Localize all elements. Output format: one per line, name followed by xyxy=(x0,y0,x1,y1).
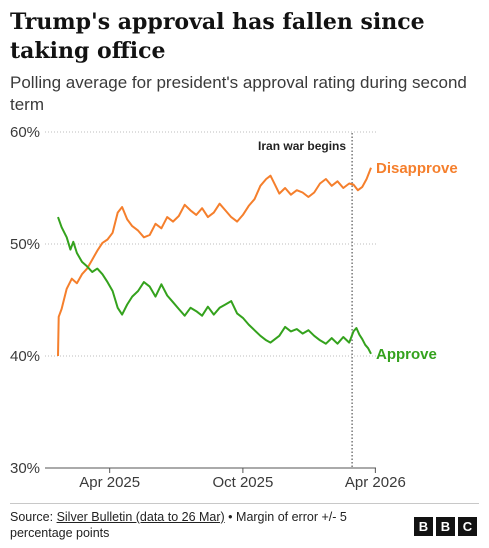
axis-layer: 30% 40% 50% 60% Apr 2025 Oct 2025 Apr 2026 xyxy=(10,124,406,491)
line-chart: Iran war begins 30% 40% 50% 60% Apr 2025 Oct … xyxy=(10,124,458,491)
y-tick-label: 40% xyxy=(10,348,40,365)
x-tick-label: Apr 2026 xyxy=(345,474,406,491)
y-tick-label: 30% xyxy=(10,460,40,477)
annotation-label: Iran war begins xyxy=(258,139,346,153)
annotation-layer: Iran war begins xyxy=(258,133,353,468)
bbc-logo-letter-1: B xyxy=(414,517,433,536)
footer-divider xyxy=(10,503,479,504)
x-tick-label: Apr 2025 xyxy=(79,474,140,491)
source-note-text: • Margin of error +/- 5 percentage point… xyxy=(10,510,347,540)
chart-subtitle: Polling average for president's approval… xyxy=(10,73,467,114)
bbc-logo-letter-2: B xyxy=(436,517,455,536)
series-labels: Disapprove Approve xyxy=(376,160,458,363)
series-line-disapprove xyxy=(57,167,372,357)
chart-title: Trump's approval has fallen since taking… xyxy=(10,9,425,64)
source-link[interactable]: Silver Bulletin (data to 26 Mar) xyxy=(56,510,225,524)
series-label-disapprove: Disapprove xyxy=(376,160,458,177)
y-tick-label: 50% xyxy=(10,236,40,253)
bbc-logo-letter-3: C xyxy=(458,517,477,536)
series-line-approve xyxy=(57,216,372,355)
y-tick-label: 60% xyxy=(10,124,40,141)
series-label-approve: Approve xyxy=(376,346,437,363)
grid-lines xyxy=(45,131,376,357)
series-layer xyxy=(57,167,372,357)
x-tick-label: Oct 2025 xyxy=(212,474,273,491)
bbc-logo: B B C xyxy=(414,517,477,536)
source-note: Source: Silver Bulletin (data to 26 Mar)… xyxy=(10,509,410,541)
source-prefix: Source: xyxy=(10,510,57,524)
